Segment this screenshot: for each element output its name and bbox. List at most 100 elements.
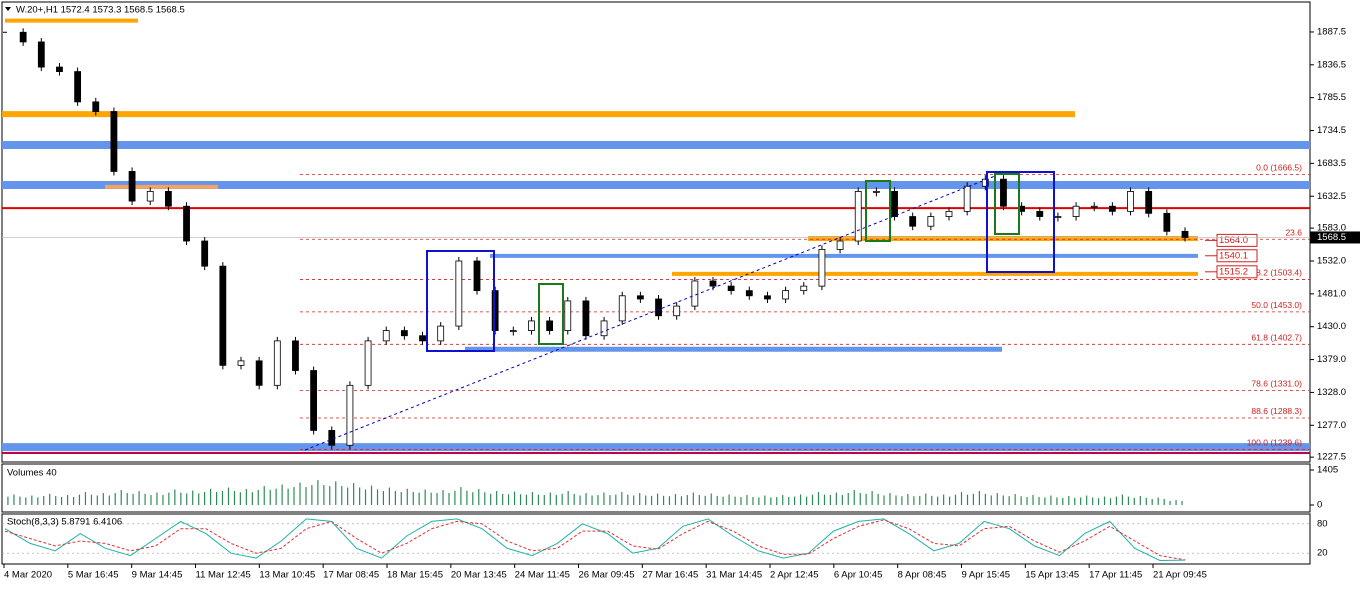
candle [691,280,699,307]
y-tick-label: 1277.0 [1317,420,1346,431]
y-tick-label: 1683.5 [1317,158,1346,169]
x-tick-label: 4 Mar 2020 [4,570,52,581]
stoch-tick-label: 80 [1317,518,1328,529]
menu-arrow[interactable] [5,7,11,11]
candle [419,335,426,342]
candle [201,240,209,267]
stoch-line [4,518,1186,562]
candle [909,216,917,227]
box [865,180,891,242]
candle [382,330,390,342]
candle [146,191,154,202]
x-tick-label: 18 Mar 15:45 [387,570,443,581]
fib-label: 100.0 (1239.6) [1247,438,1302,448]
candle [1145,191,1153,214]
candle [273,340,281,386]
box [986,171,1055,273]
candle [92,101,100,112]
current-price-box [1310,231,1360,244]
price-box-label: 1540.1 [1219,250,1248,261]
fib-label: 50.0 (1453.0) [1251,300,1302,310]
candle [37,41,45,68]
y-tick-label: 1379.0 [1317,354,1346,365]
candle [727,285,735,292]
stoch-title: Stoch(8,3,3) 5.8791 6.4106 [7,517,122,528]
candle [74,71,82,103]
candle [981,178,989,187]
candle [310,370,318,431]
y-tick-label: 1785.5 [1317,92,1346,103]
candle [800,285,808,292]
x-tick-label: 24 Mar 11:45 [515,570,570,581]
trend-line [304,175,996,451]
price-box [1216,249,1258,263]
x-tick-label: 5 Mar 16:45 [68,570,119,581]
candle [564,300,572,331]
candle [1181,230,1189,238]
candle [19,31,27,43]
price-box-label: 1564.0 [1219,235,1248,246]
layer: 1887.5 1836.5 1785.5 1734.5 1683.5 1632.5 1583… [2,18,1360,581]
candle [1163,212,1171,232]
fib-label: 88.6 (1288.3) [1251,406,1302,416]
box [538,283,564,345]
y-tick-label: 1734.5 [1317,125,1346,136]
fib-label: 23.6 [1285,227,1302,237]
y-tick-label: 1532.0 [1317,256,1346,267]
volume-title: Volumes 40 [7,468,57,479]
candle [1054,216,1062,218]
candle [328,430,336,446]
candle [1090,205,1098,208]
x-tick-label: 21 Apr 09:45 [1153,570,1207,581]
y-tick-label: 1328.0 [1317,387,1346,398]
candle [1127,191,1134,212]
chart-title: W.20+,H1 1572.4 1573.3 1568.5 1568.5 [16,5,185,16]
candle [582,300,590,337]
x-tick-label: 6 Apr 10:45 [834,570,883,581]
candle [56,66,63,72]
candle [346,384,354,446]
candle [1000,178,1007,207]
candle [255,360,263,386]
y-tick-label: 1632.5 [1317,191,1346,202]
candle [164,191,172,207]
y-tick-label: 1430.0 [1317,321,1346,332]
fib-label: 61.8 (1402.7) [1251,333,1302,343]
y-tick-label: 1887.5 [1317,26,1346,37]
candle [836,240,844,250]
box [426,250,495,352]
stoch-frame [1,513,1311,565]
candle [437,325,445,342]
x-tick-label: 9 Apr 15:45 [962,570,1011,581]
x-tick-label: 20 Mar 13:45 [451,570,507,581]
x-tick-label: 2 Apr 12:45 [770,570,819,581]
price-box [1216,265,1258,279]
candle [528,320,535,331]
candle [963,185,971,212]
candle [745,290,753,297]
candle [400,330,408,337]
x-tick-label: 9 Mar 14:45 [132,570,183,581]
candle [655,298,662,317]
stoch-line [4,519,1186,561]
candle [546,320,554,331]
x-tick-label: 17 Apr 11:45 [1089,570,1142,581]
volume-frame [1,463,1311,513]
x-tick-label: 31 Mar 14:45 [706,570,762,581]
candle [455,260,463,327]
box [994,173,1020,235]
candle [237,360,245,366]
candle [473,260,481,292]
x-tick-label: 15 Apr 13:45 [1025,570,1079,581]
x-tick-label: 13 Mar 10:45 [259,570,315,581]
candle [128,171,136,202]
candle [219,265,227,366]
y-tick-label: 1481.0 [1317,288,1346,299]
y-tick-label: 1836.5 [1317,59,1346,70]
candle [818,248,826,287]
candle [782,290,790,300]
stoch-tick-label: 20 [1317,548,1328,559]
candle [509,330,517,332]
y-tick-label: 1583.0 [1317,223,1346,234]
